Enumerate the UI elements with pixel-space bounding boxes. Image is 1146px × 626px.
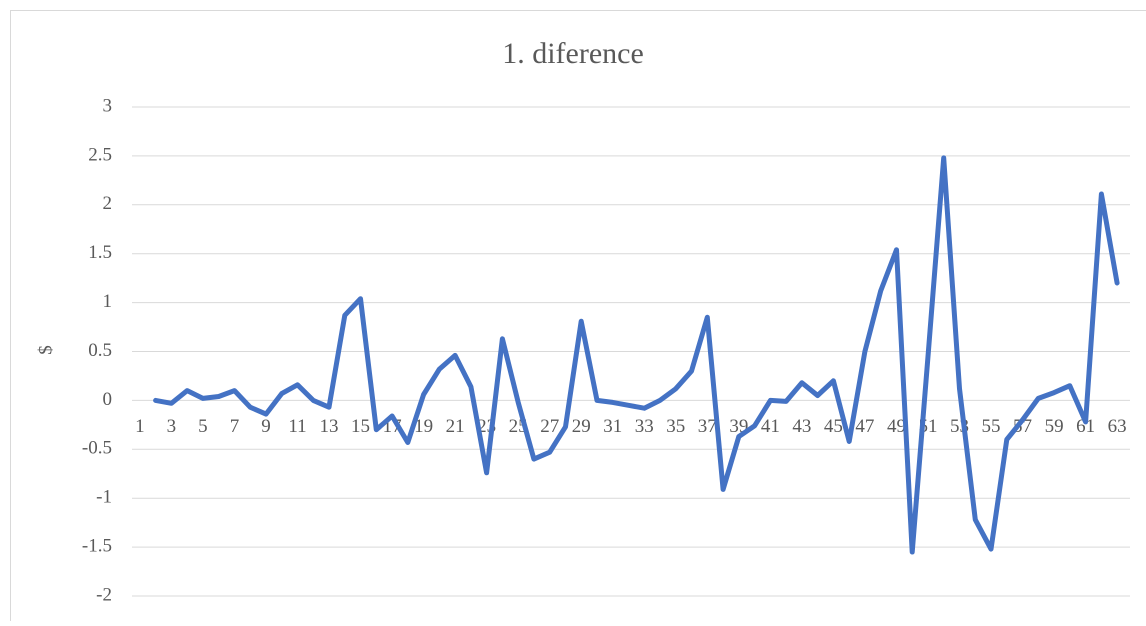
y-tick-label: -1 (96, 487, 112, 508)
y-tick-label: 2 (103, 193, 113, 214)
x-tick-label: 35 (666, 416, 685, 437)
x-tick-label: 7 (230, 416, 240, 437)
x-tick-label: 15 (351, 416, 370, 437)
x-tick-label: 11 (288, 416, 306, 437)
chart-title: 1. diference (502, 37, 644, 70)
x-tick-label: 9 (261, 416, 271, 437)
x-tick-label: 37 (698, 416, 717, 437)
y-axis-label: $ (35, 345, 56, 355)
chart-border (11, 11, 1146, 622)
y-tick-label: 1.5 (88, 242, 112, 263)
data-line (156, 158, 1118, 552)
y-tick-label: 0.5 (88, 340, 112, 361)
x-tick-label: 13 (320, 416, 339, 437)
x-tick-label: 5 (198, 416, 208, 437)
y-tick-label: 3 (103, 95, 113, 116)
x-tick-label: 29 (572, 416, 591, 437)
x-tick-label: 31 (603, 416, 622, 437)
x-tick-label: 3 (167, 416, 177, 437)
y-tick-label: 1 (103, 291, 113, 312)
x-tick-label: 45 (824, 416, 843, 437)
x-tick-label: 43 (792, 416, 811, 437)
x-tick-label: 63 (1108, 416, 1127, 437)
y-tick-label: -1.5 (82, 535, 112, 556)
y-tick-label: 2.5 (88, 144, 112, 165)
x-tick-label: 1 (135, 416, 145, 437)
y-tick-label: -0.5 (82, 438, 112, 459)
y-tick-label: -2 (96, 584, 112, 605)
x-tick-label: 21 (446, 416, 465, 437)
x-tick-label: 47 (855, 416, 874, 437)
x-tick-label: 27 (540, 416, 559, 437)
x-tick-label: 59 (1045, 416, 1064, 437)
x-tick-label: 41 (761, 416, 780, 437)
x-tick-label: 55 (982, 416, 1001, 437)
x-tick-label: 33 (635, 416, 654, 437)
y-tick-label: 0 (103, 389, 113, 410)
